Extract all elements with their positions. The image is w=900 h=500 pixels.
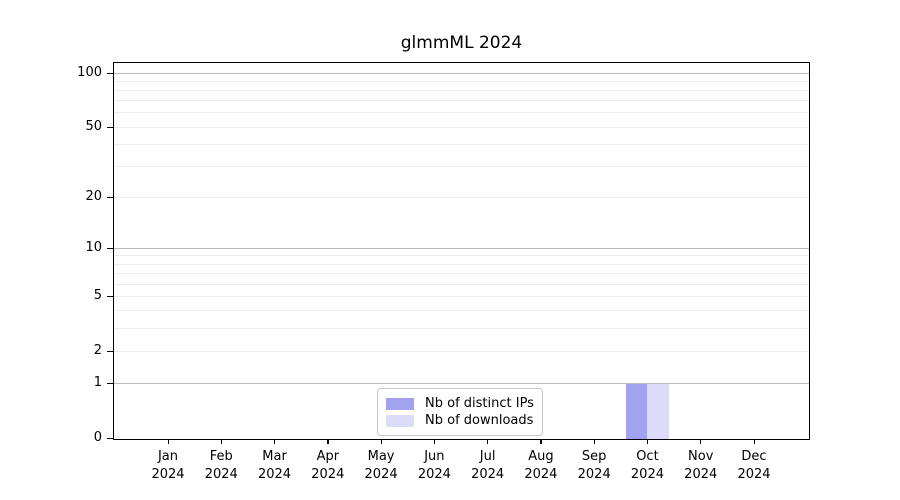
x-tick-label-may-2024: May 2024 xyxy=(364,449,398,482)
y-tick-20 xyxy=(106,196,113,198)
legend-label-distinct-ips: Nb of distinct IPs xyxy=(425,396,534,411)
x-tick-feb-2024 xyxy=(220,439,222,444)
y-gridline-minor-50 xyxy=(114,126,809,128)
legend-swatch-distinct-ips xyxy=(386,397,414,410)
y-gridline-minor-80 xyxy=(114,89,809,91)
y-tick-2 xyxy=(106,350,113,352)
y-tick-10 xyxy=(106,247,113,250)
x-tick-aug-2024 xyxy=(540,439,542,444)
y-gridline-minor-30 xyxy=(114,165,809,167)
y-gridline-minor-5 xyxy=(114,295,809,297)
x-tick-jan-2024 xyxy=(167,439,169,444)
x-tick-label-sep-2024: Sep 2024 xyxy=(577,449,611,482)
bar-nb-of-distinct-ips-oct-2024 xyxy=(626,384,648,439)
x-tick-label-oct-2024: Oct 2024 xyxy=(630,449,664,482)
x-tick-label-aug-2024: Aug 2024 xyxy=(524,449,558,482)
x-tick-label-jul-2024: Jul 2024 xyxy=(471,449,505,482)
y-tick-label-10: 10 xyxy=(85,240,102,256)
x-tick-apr-2024 xyxy=(327,439,329,444)
y-tick-50 xyxy=(106,126,113,128)
y-tick-label-100: 100 xyxy=(77,65,102,80)
y-tick-label-1: 1 xyxy=(93,375,102,391)
y-tick-0 xyxy=(106,437,113,439)
legend: Nb of distinct IPs Nb of downloads xyxy=(377,388,543,436)
x-tick-jul-2024 xyxy=(487,439,489,444)
x-tick-may-2024 xyxy=(380,439,382,444)
x-tick-label-apr-2024: Apr 2024 xyxy=(311,449,345,482)
y-gridline-minor-3 xyxy=(114,327,809,329)
y-tick-label-20: 20 xyxy=(85,189,102,205)
y-gridline-major-1 xyxy=(114,382,809,384)
bar-nb-of-downloads-oct-2024 xyxy=(647,384,669,439)
y-gridline-minor-70 xyxy=(114,100,809,102)
y-gridline-minor-20 xyxy=(114,196,809,198)
legend-swatch-downloads xyxy=(386,414,414,427)
x-tick-label-mar-2024: Mar 2024 xyxy=(257,449,292,482)
x-tick-label-nov-2024: Nov 2024 xyxy=(684,449,718,482)
y-gridline-major-10 xyxy=(114,247,809,249)
legend-label-downloads: Nb of downloads xyxy=(425,413,534,428)
y-tick-label-0: 0 xyxy=(93,430,102,445)
y-gridline-minor-9 xyxy=(114,255,809,257)
legend-item-distinct-ips: Nb of distinct IPs xyxy=(386,396,534,411)
y-gridline-minor-6 xyxy=(114,283,809,285)
y-gridline-minor-7 xyxy=(114,273,809,275)
y-gridline-minor-4 xyxy=(114,310,809,312)
plot-area: 0 1 2 5 10 20 50 100 Jan 2024 Feb 2024 Mar 2024 Ap… xyxy=(77,62,810,482)
y-gridline-minor-40 xyxy=(114,143,809,145)
y-tick-label-2: 2 xyxy=(93,343,102,359)
legend-item-downloads: Nb of downloads xyxy=(386,413,534,428)
x-tick-nov-2024 xyxy=(700,439,702,444)
y-gridline-major-100 xyxy=(114,72,809,74)
x-tick-label-feb-2024: Feb 2024 xyxy=(204,449,238,482)
y-gridline-minor-60 xyxy=(114,112,809,114)
x-tick-jun-2024 xyxy=(433,439,436,444)
x-tick-mar-2024 xyxy=(274,439,276,444)
y-gridline-minor-8 xyxy=(114,263,809,265)
x-tick-oct-2024 xyxy=(646,439,649,444)
y-tick-label-5: 5 xyxy=(93,288,102,304)
x-tick-label-jan-2024: Jan 2024 xyxy=(151,449,185,482)
y-tick-100 xyxy=(106,72,113,74)
y-tick-1 xyxy=(106,382,113,384)
x-tick-dec-2024 xyxy=(753,439,755,444)
y-gridline-minor-90 xyxy=(114,80,809,82)
y-gridline-minor-2 xyxy=(114,350,809,352)
x-tick-sep-2024 xyxy=(593,439,595,444)
y-tick-label-50: 50 xyxy=(85,119,102,135)
x-tick-label-dec-2024: Dec 2024 xyxy=(737,449,771,482)
y-tick-5 xyxy=(106,295,113,297)
x-tick-label-jun-2024: Jun 2024 xyxy=(417,449,451,482)
chart-title: glmmML 2024 xyxy=(400,33,523,53)
